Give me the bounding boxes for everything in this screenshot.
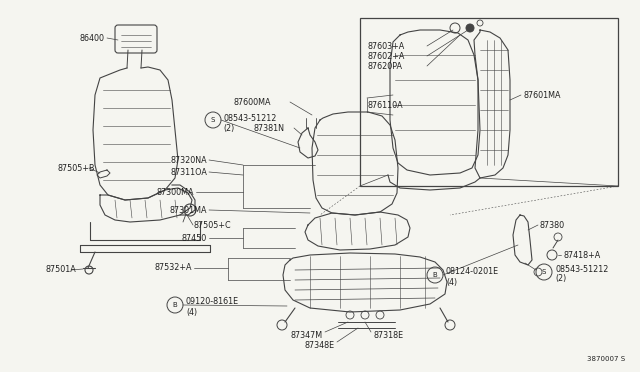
Text: 876110A: 876110A: [367, 100, 403, 109]
Text: 86400: 86400: [80, 33, 105, 42]
Text: 3870007 S: 3870007 S: [587, 356, 625, 362]
Text: (2): (2): [555, 275, 566, 283]
Text: 08543-51212: 08543-51212: [555, 264, 609, 273]
Text: 87381N: 87381N: [253, 124, 284, 132]
Text: 87320NA: 87320NA: [170, 155, 207, 164]
Text: 87603+A: 87603+A: [367, 42, 404, 51]
Text: 87348E: 87348E: [305, 340, 335, 350]
Text: S: S: [211, 117, 215, 123]
Text: 87450: 87450: [182, 234, 207, 243]
Text: 87532+A: 87532+A: [154, 263, 192, 273]
Text: 87600MA: 87600MA: [233, 97, 271, 106]
Text: 87300MA: 87300MA: [157, 187, 194, 196]
Text: 87505+C: 87505+C: [193, 221, 230, 230]
Text: B: B: [433, 272, 437, 278]
Text: 09120-8161E: 09120-8161E: [186, 298, 239, 307]
Text: S: S: [542, 269, 546, 275]
Text: 87301MA: 87301MA: [170, 205, 207, 215]
Text: 87505+B: 87505+B: [57, 164, 95, 173]
Circle shape: [466, 24, 474, 32]
Text: 87501A: 87501A: [45, 266, 76, 275]
Text: 08543-51212: 08543-51212: [223, 113, 276, 122]
Bar: [360, 18, 618, 186]
Text: 87620PA: 87620PA: [367, 61, 402, 71]
Text: (4): (4): [446, 278, 457, 286]
Text: 87380: 87380: [540, 221, 565, 230]
Text: B: B: [173, 302, 177, 308]
Text: 87602+A: 87602+A: [367, 51, 404, 61]
Text: (2): (2): [223, 124, 234, 132]
Text: (4): (4): [186, 308, 197, 317]
Text: 87311OA: 87311OA: [170, 167, 207, 176]
Text: 87318E: 87318E: [373, 330, 403, 340]
Text: 08124-0201E: 08124-0201E: [446, 267, 499, 276]
Text: 87418+A: 87418+A: [563, 250, 600, 260]
Text: 87601MA: 87601MA: [523, 90, 561, 99]
Text: 87347M: 87347M: [291, 330, 323, 340]
